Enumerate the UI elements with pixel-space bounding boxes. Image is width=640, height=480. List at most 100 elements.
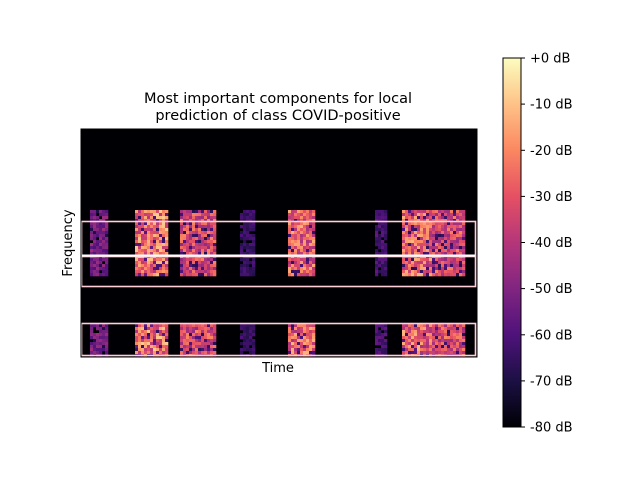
spectrogram-cell bbox=[306, 339, 310, 343]
spectrogram-cell bbox=[96, 348, 100, 352]
spectrogram-cell bbox=[210, 240, 214, 244]
spectrogram-cell bbox=[138, 225, 142, 229]
spectrogram-cell bbox=[105, 339, 109, 343]
spectrogram-cell bbox=[156, 336, 160, 340]
spectrogram-cell bbox=[99, 240, 103, 244]
spectrogram-cell bbox=[144, 333, 148, 337]
spectrogram-cell bbox=[99, 342, 103, 346]
spectrogram-cell bbox=[192, 348, 196, 352]
spectrogram-cell bbox=[288, 225, 292, 229]
spectrogram-cell bbox=[165, 237, 169, 241]
spectrogram-cell bbox=[435, 261, 439, 265]
spectrogram-cell bbox=[159, 228, 163, 232]
spectrogram-cell bbox=[450, 258, 454, 262]
spectrogram-cell bbox=[141, 222, 145, 226]
spectrogram-cell bbox=[186, 252, 190, 256]
spectrogram-cell bbox=[138, 273, 142, 277]
spectrogram-cell bbox=[447, 246, 451, 250]
spectrogram-cell bbox=[435, 330, 439, 334]
spectrogram-cell bbox=[420, 258, 424, 262]
spectrogram-cell bbox=[288, 213, 292, 217]
spectrogram-cell bbox=[90, 216, 94, 220]
spectrogram-cell bbox=[240, 333, 244, 337]
spectrogram-cell bbox=[105, 267, 109, 271]
spectrogram-cell bbox=[462, 327, 466, 331]
spectrogram-cell bbox=[213, 225, 217, 229]
spectrogram-cell bbox=[432, 210, 436, 214]
spectrogram-cell bbox=[312, 237, 316, 241]
spectrogram-cell bbox=[447, 324, 451, 328]
spectrogram-cell bbox=[96, 219, 100, 223]
spectrogram-cell bbox=[141, 249, 145, 253]
spectrogram-cell bbox=[210, 339, 214, 343]
spectrogram-cell bbox=[153, 336, 157, 340]
spectrogram-cell bbox=[150, 210, 154, 214]
spectrogram-cell bbox=[300, 243, 304, 247]
spectrogram-cell bbox=[189, 216, 193, 220]
spectrogram-cell bbox=[252, 246, 256, 250]
spectrogram-cell bbox=[405, 345, 409, 349]
spectrogram-cell bbox=[432, 267, 436, 271]
spectrogram-cell bbox=[213, 219, 217, 223]
spectrogram-cell bbox=[417, 249, 421, 253]
spectrogram-cell bbox=[180, 216, 184, 220]
spectrogram-cell bbox=[192, 210, 196, 214]
spectrogram-cell bbox=[426, 270, 430, 274]
spectrogram-cell bbox=[435, 234, 439, 238]
spectrogram-cell bbox=[408, 327, 412, 331]
spectrogram-cell bbox=[249, 336, 253, 340]
spectrogram-cell bbox=[288, 210, 292, 214]
spectrogram-cell bbox=[243, 324, 247, 328]
spectrogram-cell bbox=[198, 258, 202, 262]
spectrogram-cell bbox=[141, 267, 145, 271]
spectrogram-cell bbox=[312, 333, 316, 337]
spectrogram-cell bbox=[420, 270, 424, 274]
spectrogram-cell bbox=[249, 225, 253, 229]
spectrogram-cell bbox=[303, 327, 307, 331]
spectrogram-cell bbox=[414, 333, 418, 337]
spectrogram-cell bbox=[159, 234, 163, 238]
spectrogram-cell bbox=[288, 336, 292, 340]
spectrogram-cell bbox=[444, 261, 448, 265]
spectrogram-cell bbox=[147, 342, 151, 346]
spectrogram-cell bbox=[402, 258, 406, 262]
spectrogram-cell bbox=[138, 261, 142, 265]
spectrogram-cell bbox=[456, 330, 460, 334]
spectrogram-cell bbox=[198, 330, 202, 334]
spectrogram-cell bbox=[207, 252, 211, 256]
spectrogram-cell bbox=[105, 264, 109, 268]
spectrogram-cell bbox=[135, 234, 139, 238]
spectrogram-cell bbox=[201, 237, 205, 241]
spectrogram-cell bbox=[402, 210, 406, 214]
spectrogram-cell bbox=[420, 240, 424, 244]
spectrogram-cell bbox=[408, 336, 412, 340]
spectrogram-cell bbox=[183, 228, 187, 232]
spectrogram-cell bbox=[384, 348, 388, 352]
spectrogram-cell bbox=[102, 222, 106, 226]
spectrogram-cell bbox=[138, 333, 142, 337]
spectrogram-cell bbox=[165, 264, 169, 268]
spectrogram-cell bbox=[432, 330, 436, 334]
spectrogram-cell bbox=[420, 252, 424, 256]
spectrogram-cell bbox=[204, 261, 208, 265]
spectrogram-cell bbox=[402, 336, 406, 340]
spectrogram-cell bbox=[153, 222, 157, 226]
spectrogram-cell bbox=[303, 225, 307, 229]
spectrogram-cell bbox=[294, 348, 298, 352]
spectrogram-cell bbox=[93, 345, 97, 349]
spectrogram-cell bbox=[165, 336, 169, 340]
spectrogram-cell bbox=[402, 249, 406, 253]
spectrogram-cell bbox=[429, 270, 433, 274]
spectrogram-cell bbox=[438, 351, 442, 355]
spectrogram-cell bbox=[240, 249, 244, 253]
spectrogram-cell bbox=[423, 264, 427, 268]
spectrogram-cell bbox=[303, 252, 307, 256]
spectrogram-cell bbox=[435, 210, 439, 214]
spectrogram-cell bbox=[423, 324, 427, 328]
spectrogram-cell bbox=[156, 243, 160, 247]
spectrogram-cell bbox=[405, 270, 409, 274]
spectrogram-cell bbox=[135, 258, 139, 262]
spectrogram-cell bbox=[102, 246, 106, 250]
spectrogram-cell bbox=[423, 270, 427, 274]
spectrogram-cell bbox=[312, 240, 316, 244]
